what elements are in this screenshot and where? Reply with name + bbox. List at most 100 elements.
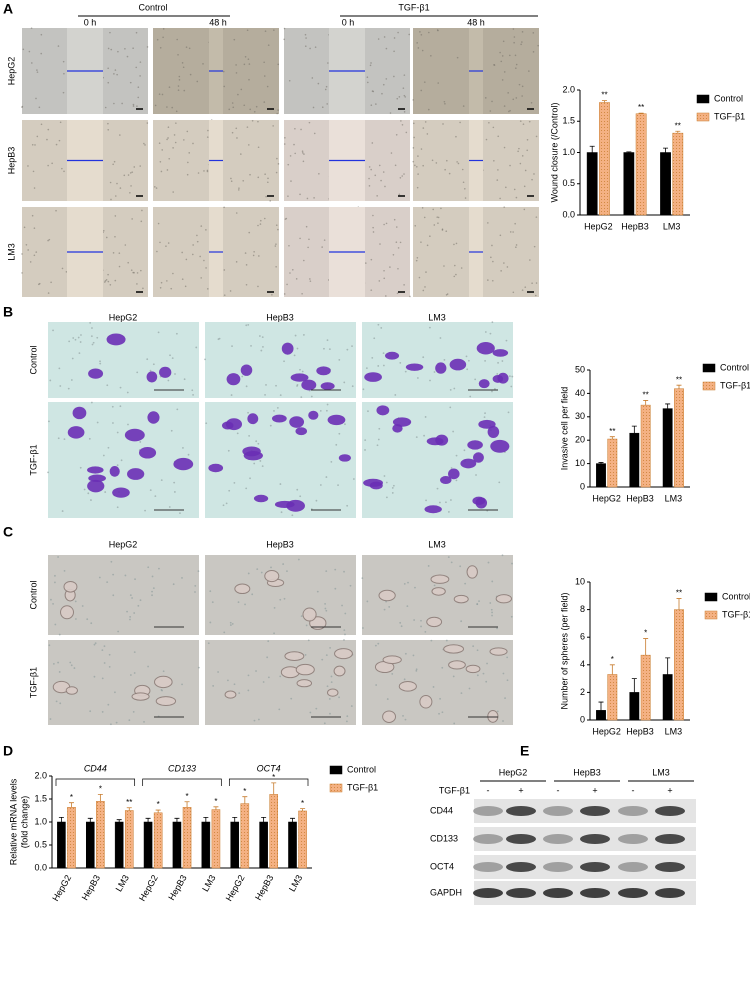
- cell-dot: [284, 137, 286, 139]
- pore-dot: [491, 614, 493, 617]
- cell-dot: [389, 112, 392, 114]
- error-bar: [665, 657, 671, 675]
- pore-dot: [478, 600, 480, 603]
- cell-dot: [142, 287, 144, 290]
- pore-dot: [413, 619, 416, 621]
- pore-dot: [89, 710, 92, 713]
- y-tick-label: 10: [575, 576, 585, 586]
- pore-dot: [383, 608, 386, 611]
- pore-dot: [258, 718, 260, 721]
- cell-dot: [382, 171, 385, 173]
- sphere: [131, 692, 150, 701]
- pore-dot: [502, 720, 504, 722]
- legend-swatch: [704, 610, 718, 620]
- lane-group: HepB3: [573, 767, 601, 777]
- pore-dot: [112, 594, 115, 597]
- pore-dot: [290, 697, 293, 700]
- protein-label: OCT4: [430, 861, 454, 871]
- invaded-cell: [487, 425, 500, 438]
- error-bar: [213, 806, 219, 810]
- legend-label: Control: [720, 362, 749, 372]
- cell-dot: [140, 220, 143, 223]
- invaded-cell: [448, 468, 460, 480]
- cell-dot: [200, 277, 203, 279]
- cell-dot: [318, 173, 320, 175]
- invaded-cell: [435, 362, 447, 374]
- error-bar: [242, 796, 248, 804]
- cell-dot: [521, 95, 523, 97]
- cell-dot: [368, 177, 370, 180]
- pore-dot: [345, 720, 348, 723]
- cell-dot: [366, 76, 369, 79]
- cell-dot: [50, 281, 52, 284]
- cell-dot: [160, 281, 163, 284]
- y-tick-label: 50: [575, 364, 585, 374]
- x-tick-label: HepG2: [137, 873, 160, 903]
- cell-dot: [455, 273, 457, 276]
- pore-dot: [501, 554, 504, 557]
- pore-dot: [315, 499, 318, 502]
- legend-swatch: [329, 783, 343, 793]
- error-bar: [626, 151, 632, 153]
- invaded-cell: [139, 446, 157, 459]
- pore-dot: [241, 375, 244, 378]
- pore-dot: [300, 615, 303, 618]
- cell-dot: [499, 51, 501, 54]
- pore-dot: [400, 625, 403, 628]
- cell-dot: [129, 81, 132, 84]
- pore-dot: [423, 434, 425, 437]
- cell-dot: [485, 138, 488, 141]
- group-bracket: [142, 778, 222, 786]
- pore-dot: [296, 488, 299, 491]
- pore-dot: [447, 511, 450, 513]
- pore-dot: [279, 483, 282, 485]
- pore-dot: [114, 691, 116, 694]
- cell-dot: [170, 287, 173, 290]
- cell-dot: [398, 193, 401, 196]
- pore-dot: [49, 718, 52, 720]
- sphere: [284, 651, 305, 661]
- cell-dot: [507, 92, 509, 94]
- cell-dot: [488, 121, 490, 124]
- cell-dot: [230, 180, 233, 183]
- pore-dot: [296, 347, 299, 350]
- bar: [640, 404, 651, 488]
- cell-dot: [252, 254, 255, 257]
- pore-dot: [376, 444, 379, 447]
- cell-dot: [518, 147, 520, 150]
- y-tick-label: 0.5: [34, 839, 47, 849]
- pore-dot: [497, 361, 499, 364]
- panel-letter: D: [3, 743, 13, 759]
- cell-dot: [487, 279, 489, 281]
- cell-dot: [30, 62, 33, 64]
- pore-dot: [422, 356, 425, 359]
- pore-dot: [273, 606, 276, 609]
- cell-dot: [500, 60, 503, 63]
- cell-dot: [394, 164, 397, 167]
- cell-dot: [524, 169, 527, 172]
- cell-dot: [492, 126, 495, 129]
- cell-dot: [173, 134, 176, 136]
- cell-dot: [521, 85, 524, 88]
- pore-dot: [253, 462, 256, 465]
- error-bar: [676, 598, 682, 610]
- cell-dot: [65, 271, 68, 273]
- cell-dot: [258, 255, 260, 257]
- cell-dot: [487, 222, 489, 224]
- cell-dot: [58, 139, 61, 142]
- pore-dot: [228, 489, 231, 492]
- cell-dot: [514, 54, 517, 57]
- pore-dot: [344, 423, 346, 426]
- cell-dot: [444, 168, 446, 171]
- cell-dot: [429, 235, 431, 238]
- pore-dot: [404, 370, 407, 373]
- cell-dot: [156, 38, 159, 41]
- cell-dot: [114, 69, 117, 71]
- cell-dot: [62, 91, 65, 94]
- pore-dot: [167, 379, 170, 382]
- cell-dot: [177, 54, 179, 56]
- pore-dot: [98, 576, 101, 579]
- bar: [288, 821, 297, 869]
- cell-dot: [263, 75, 266, 77]
